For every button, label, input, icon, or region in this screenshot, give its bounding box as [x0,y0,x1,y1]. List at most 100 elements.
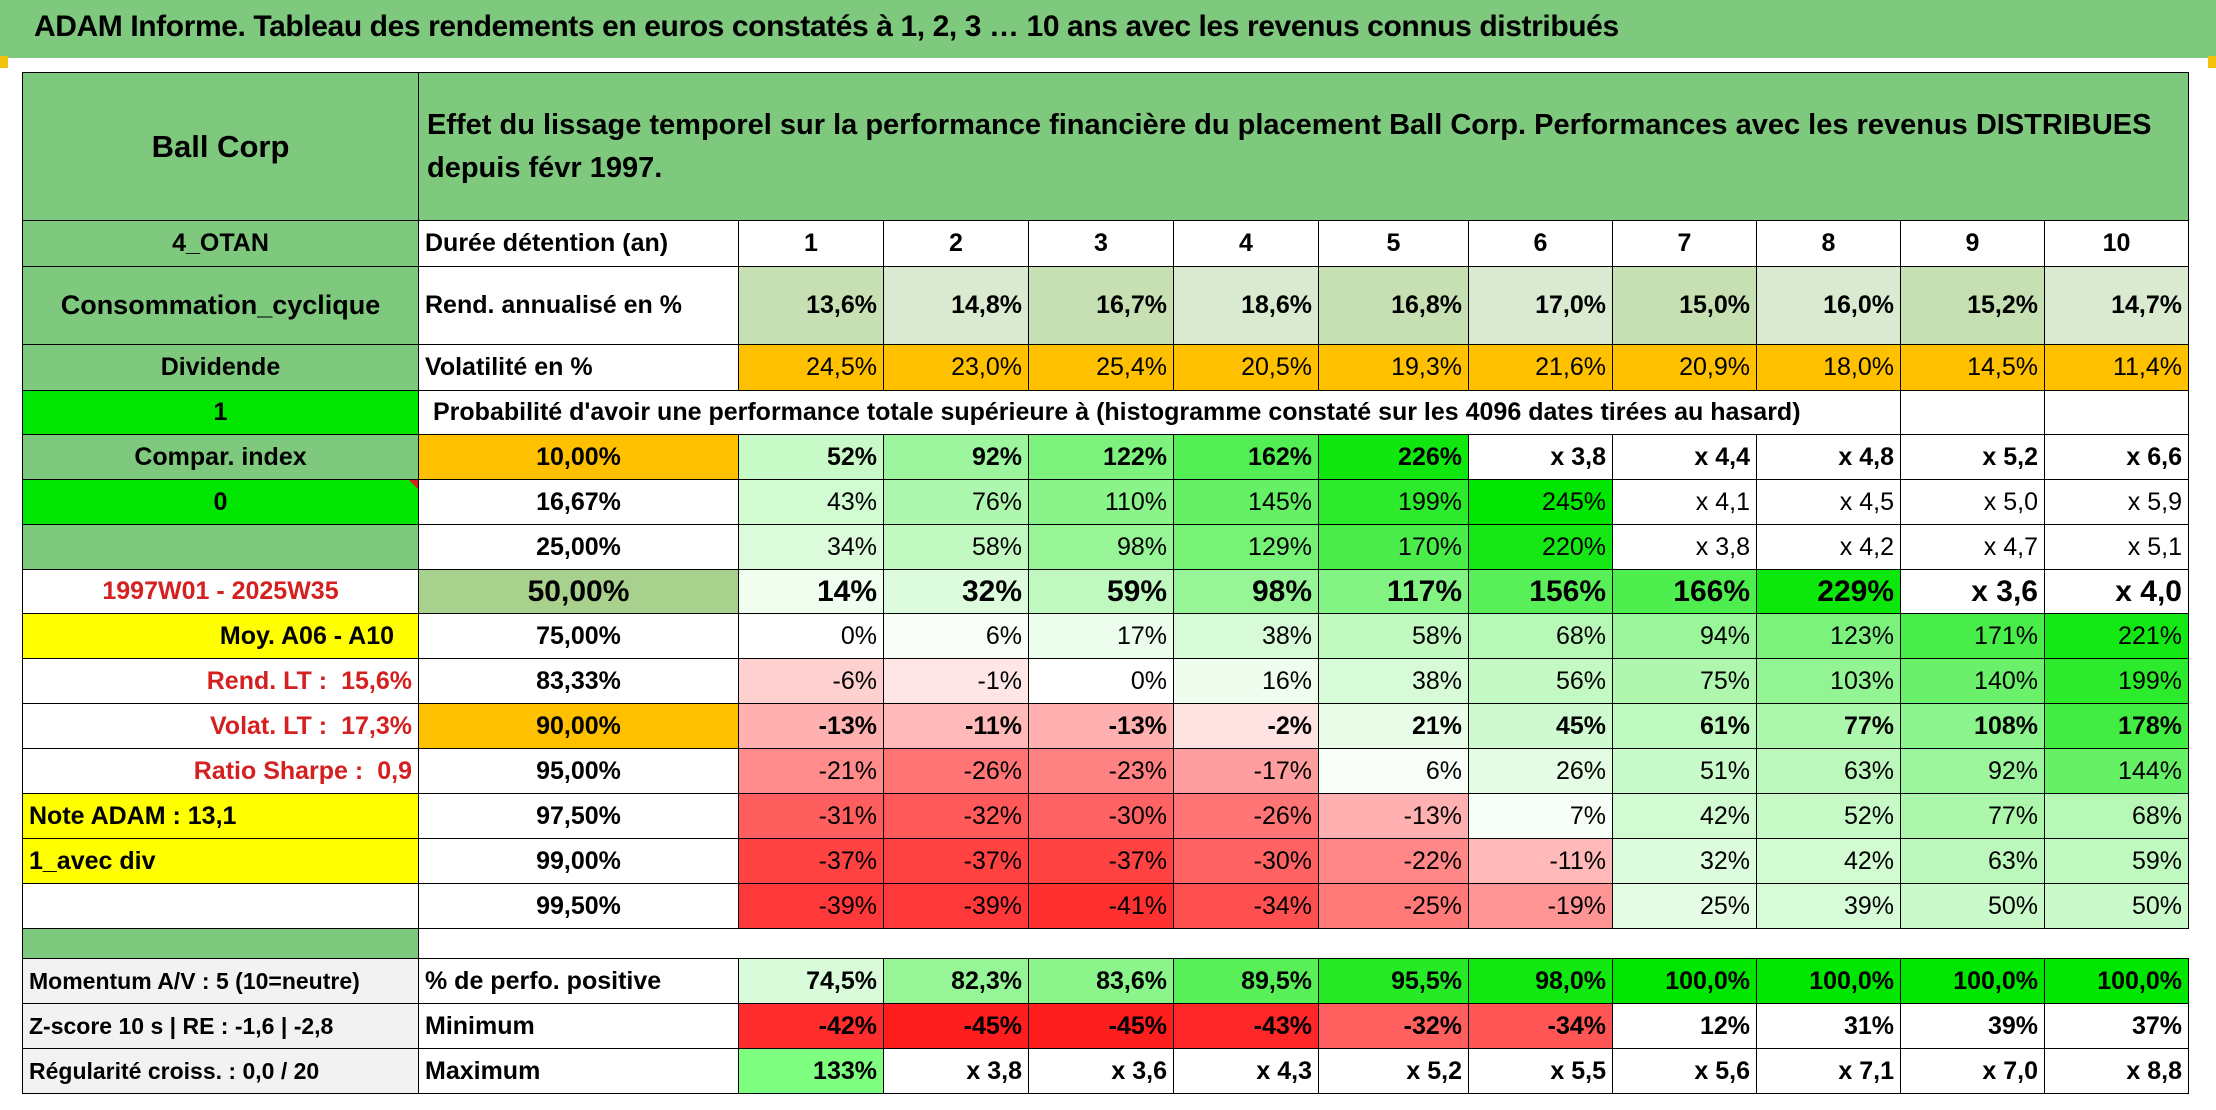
probability-value: 77% [1900,793,2045,839]
probability-value: 226% [1318,434,1469,480]
probability-value: 129% [1173,524,1319,570]
rend-value: 16,0% [1756,266,1901,345]
probability-value: 117% [1318,569,1469,614]
momentum-label: Momentum A/V : 5 (10=neutre) [22,958,419,1004]
zscore-label-row: Z-score 10 s | RE : -1,6 | -2,8 Minimum -4… [22,1003,2189,1049]
probability-threshold: 90,00% [418,703,739,749]
probability-value: 75% [1612,658,1757,704]
probability-value: -32% [883,793,1029,839]
compar-index-label: Compar. index [22,434,419,480]
probability-value: 39% [1756,883,1901,929]
probability-value: -41% [1028,883,1174,929]
rend-value: 15,2% [1900,266,2045,345]
probability-value: 108% [1900,703,2045,749]
probability-value: -34% [1173,883,1319,929]
empty-cell [2044,390,2189,435]
probability-row: Note ADAM : 13,1 97,50% -31% -32% -30% -26% -1… [22,793,2189,839]
stat-value: x 5,2 [1318,1048,1469,1094]
probability-value: 171% [1900,613,2045,659]
stat-value: 100,0% [1900,958,2045,1004]
probability-value: 68% [2044,793,2189,839]
duration-label: Durée détention (an) [418,220,739,267]
regularity-label-row: Régularité croiss. : 0,0 / 20 Maximum 133%… [22,1048,2189,1094]
metric-value: 17,3% [341,711,412,740]
probability-value: x 4,2 [1756,524,1901,570]
metric-label: Rend. LT : [206,666,328,695]
probability-value: -13% [1028,703,1174,749]
metric-label: Ratio Sharpe : [193,756,364,785]
probability-value: 76% [883,479,1029,525]
probability-value: 166% [1612,569,1757,614]
year-header: 2 [883,220,1029,267]
gap-label [22,928,419,959]
rend-lt: Rend. LT : 15,6% [22,658,419,704]
probability-value: 92% [883,434,1029,480]
probability-value: 221% [2044,613,2189,659]
probability-value: x 4,0 [2044,569,2189,614]
probability-row: Rend. LT : 15,6% 83,33% -6% -1% 0% 16% 38% 56% 75… [22,658,2189,704]
stat-value: 89,5% [1173,958,1319,1004]
empty-label [22,883,419,929]
report-title-bar: ADAM Informe. Tableau des rendements en … [0,0,2216,60]
probability-threshold: 99,50% [418,883,739,929]
regularity-label: Régularité croiss. : 0,0 / 20 [22,1048,419,1094]
description-row: Ball Corp Effet du lissage temporel sur … [22,72,2189,221]
probability-value: 156% [1468,569,1613,614]
volatility-value: 19,3% [1318,344,1469,391]
probability-row: Volat. LT :17,3% 90,00% -13% -11% -13% -2% 21%… [22,703,2189,749]
probability-value: 98% [1173,569,1319,614]
probability-value: -22% [1318,838,1469,884]
stat-value: x 7,1 [1756,1048,1901,1094]
year-header: 5 [1318,220,1469,267]
probability-value: 59% [1028,569,1174,614]
probability-row: 99,50% -39% -39% -41% -34% -25% -19% 25% 39% 50% 5… [22,883,2189,929]
probability-value: -17% [1173,748,1319,794]
stat-value: 100,0% [2044,958,2189,1004]
probability-value: 32% [1612,838,1757,884]
stat-value: 100,0% [1612,958,1757,1004]
rend-value: 14,8% [883,266,1029,345]
rend-value: 13,6% [738,266,884,345]
probability-value: 63% [1756,748,1901,794]
probability-threshold: 95,00% [418,748,739,794]
volatility-value: 18,0% [1756,344,1901,391]
rend-label: Rend. annualisé en % [418,266,739,345]
maximum-label: Maximum [418,1048,739,1094]
stat-value: 83,6% [1028,958,1174,1004]
volatility-value: 24,5% [738,344,884,391]
probability-value: 103% [1756,658,1901,704]
year-header: 1 [738,220,884,267]
probability-value: 140% [1900,658,2045,704]
rend-value: 14,7% [2044,266,2189,345]
probability-value: 38% [1173,613,1319,659]
probability-value: 26% [1468,748,1613,794]
probability-threshold: 16,67% [418,479,739,525]
probability-value: -26% [883,748,1029,794]
probability-value: 42% [1756,838,1901,884]
probability-value: 43% [738,479,884,525]
stat-value: -42% [738,1003,884,1049]
volatility-row: Dividende Volatilité en % 24,5% 23,0% 25… [22,344,2189,391]
stat-value: -32% [1318,1003,1469,1049]
probability-value: 21% [1318,703,1469,749]
probability-value: -39% [883,883,1029,929]
stat-value: 12% [1612,1003,1757,1049]
probability-value: -31% [738,793,884,839]
probability-title: Probabilité d'avoir une performance tota… [418,390,1901,435]
stat-value: -45% [1028,1003,1174,1049]
probability-value: -23% [1028,748,1174,794]
probability-value: x 5,2 [1900,434,2045,480]
probability-value: -11% [883,703,1029,749]
probability-value: 220% [1468,524,1613,570]
probability-title-row: 1 Probabilité d'avoir une performance to… [22,390,2189,435]
probability-value: 145% [1173,479,1319,525]
year-header: 7 [1612,220,1757,267]
probability-value: -26% [1173,793,1319,839]
probability-row: 25,00% 34% 58% 98% 129% 170% 220% x 3,8 x 4,2 x 4… [22,524,2189,570]
volatility-value: 23,0% [883,344,1029,391]
duration-row: 4_OTAN Durée détention (an) 1 2 3 4 5 6 … [22,220,2189,267]
probability-value: -1% [883,658,1029,704]
probability-value: 34% [738,524,884,570]
stat-value: 98,0% [1468,958,1613,1004]
rend-row: Consommation_cyclique Rend. annualisé en… [22,266,2189,345]
